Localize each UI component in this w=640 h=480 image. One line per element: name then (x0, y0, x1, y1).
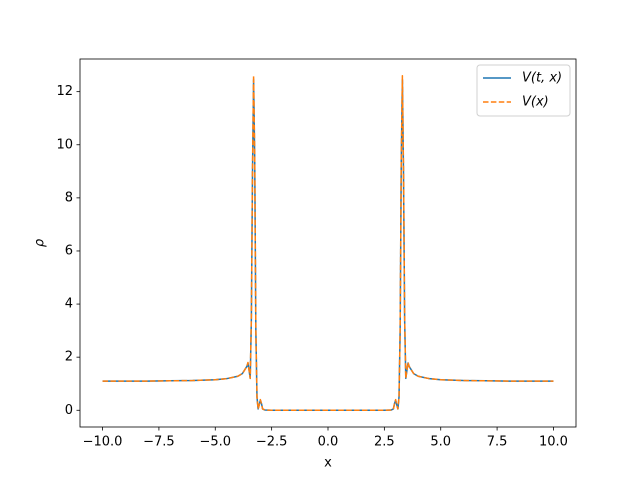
x-tick-label: −10.0 (83, 435, 123, 450)
y-tick-label: 8 (65, 190, 73, 205)
x-tick-label: −2.5 (256, 435, 288, 450)
y-tick-label: 2 (65, 350, 73, 365)
x-tick-label: −5.0 (199, 435, 231, 450)
x-tick-label: 2.5 (374, 435, 395, 450)
legend-label: V(x) (522, 95, 549, 110)
x-axis-label: x (324, 456, 332, 471)
y-tick-label: 0 (65, 403, 73, 418)
y-tick-label: 10 (56, 137, 73, 152)
x-tick-label: 7.5 (487, 435, 508, 450)
x-tick-label: −7.5 (143, 435, 175, 450)
data-line (102, 74, 554, 412)
y-tick-label: 4 (65, 297, 73, 312)
legend-label: V(t, x) (522, 71, 562, 86)
x-tick-label: 5.0 (430, 435, 451, 450)
y-axis-label: ρ (33, 238, 48, 247)
y-tick-label: 12 (56, 84, 73, 99)
plot-frame (79, 58, 577, 428)
x-tick-label: 10.0 (539, 435, 568, 450)
x-tick-label: 0.0 (318, 435, 339, 450)
y-tick-label: 6 (65, 243, 73, 258)
